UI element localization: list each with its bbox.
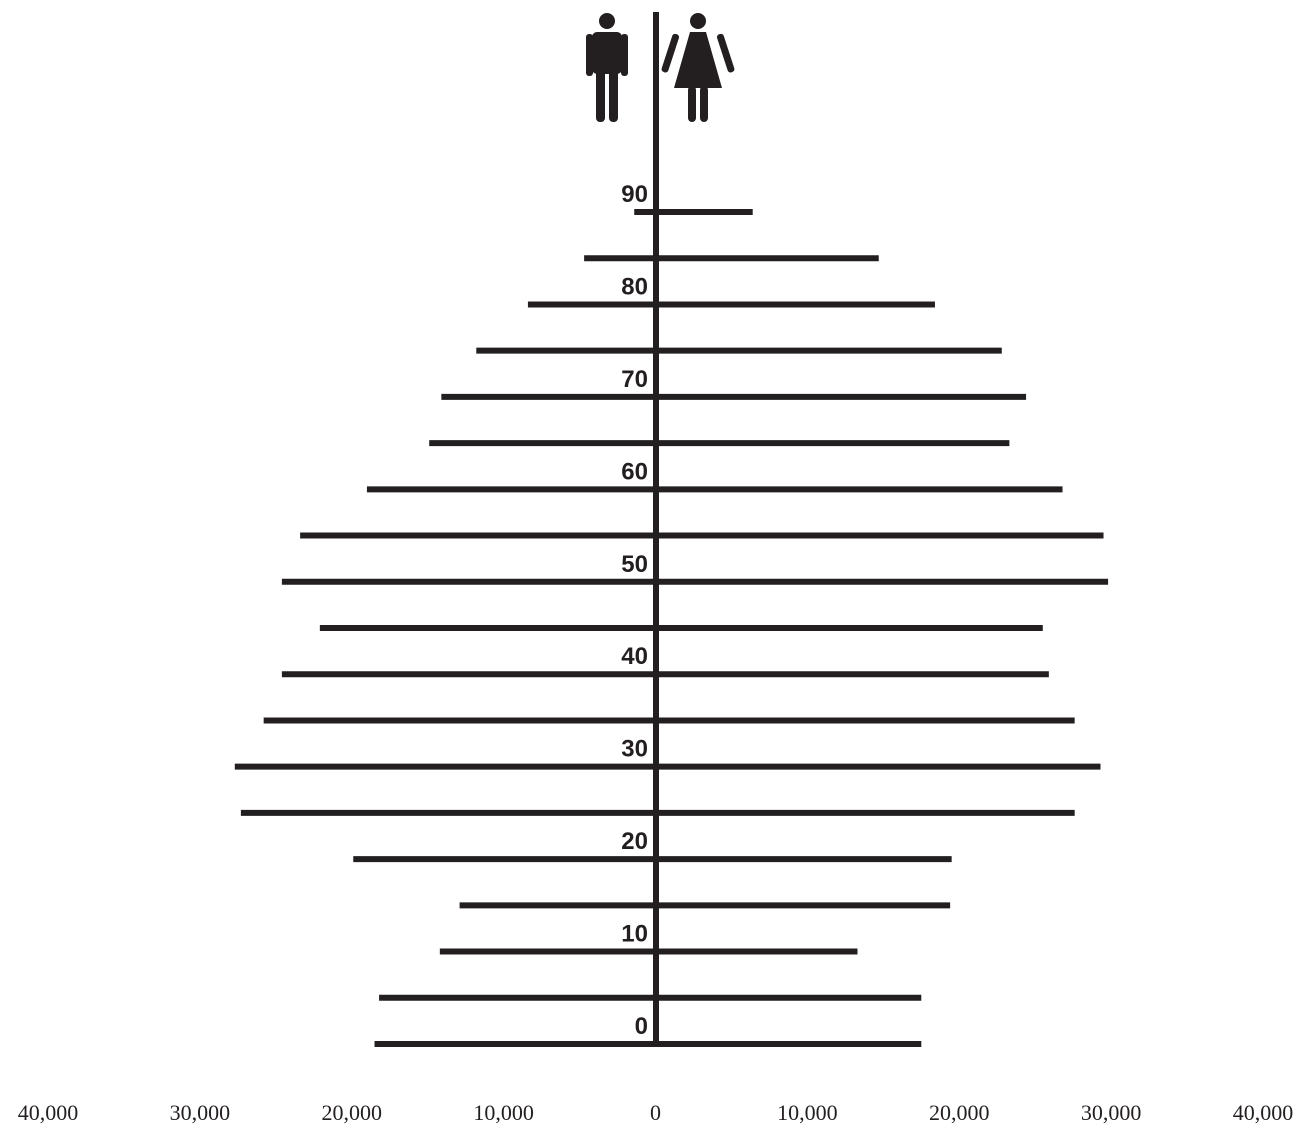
age-label: 10 bbox=[621, 921, 648, 948]
x-tick-label: 20,000 bbox=[929, 1100, 990, 1124]
x-tick-label: 40,000 bbox=[18, 1100, 79, 1124]
x-tick-label: 20,000 bbox=[322, 1100, 383, 1124]
age-label: 0 bbox=[635, 1013, 648, 1040]
age-label: 60 bbox=[621, 458, 648, 485]
x-tick-label: 30,000 bbox=[170, 1100, 231, 1124]
x-tick-label: 0 bbox=[650, 1100, 661, 1124]
x-tick-label: 40,000 bbox=[1233, 1100, 1294, 1124]
age-label: 80 bbox=[621, 273, 648, 300]
age-label: 20 bbox=[621, 828, 648, 855]
male-icon bbox=[586, 13, 628, 122]
x-tick-label: 10,000 bbox=[473, 1100, 534, 1124]
female-icon bbox=[661, 13, 735, 122]
age-label: 50 bbox=[621, 551, 648, 578]
x-tick-label: 30,000 bbox=[1081, 1100, 1142, 1124]
age-label: 90 bbox=[621, 181, 648, 208]
age-label: 30 bbox=[621, 736, 648, 763]
age-label: 70 bbox=[621, 366, 648, 393]
x-tick-label: 10,000 bbox=[777, 1100, 838, 1124]
age-label: 40 bbox=[621, 643, 648, 670]
